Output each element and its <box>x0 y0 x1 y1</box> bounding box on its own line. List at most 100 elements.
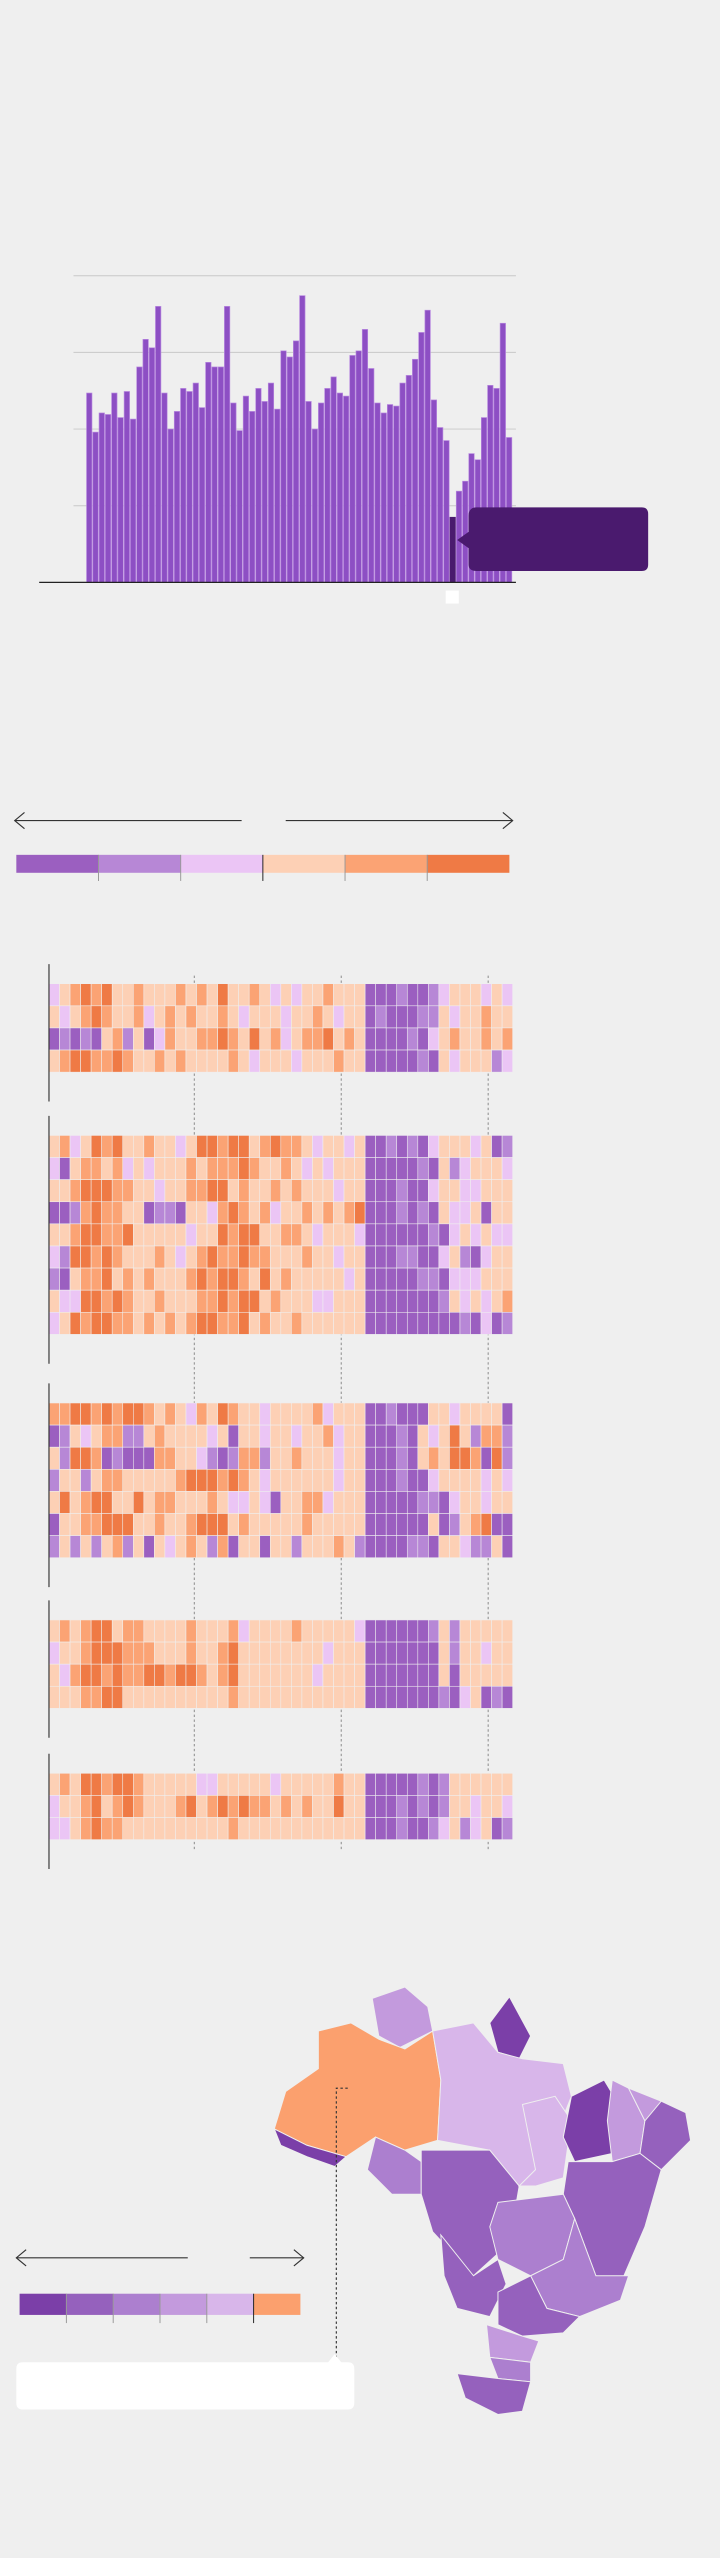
heat-cell <box>90 1027 102 1051</box>
heat-cell <box>459 1267 471 1291</box>
heat-cell <box>459 1157 471 1180</box>
heat-cell <box>396 983 408 1007</box>
heat-cell <box>343 1685 355 1709</box>
heat-cell <box>154 1311 166 1335</box>
heat-cell <box>111 1157 124 1180</box>
heat-cell <box>291 1424 303 1448</box>
heat-cell <box>269 1491 282 1514</box>
heat-cell <box>417 1685 429 1709</box>
heat-cell <box>175 1157 187 1180</box>
heat-cell <box>280 1267 292 1291</box>
heat-cell <box>301 1289 313 1313</box>
heat-cell <box>154 1157 166 1180</box>
heat-cell <box>238 1311 250 1335</box>
heat-cell <box>259 1513 271 1536</box>
heat-cell <box>438 1157 450 1180</box>
heat-cell <box>122 1663 134 1687</box>
heat-cell <box>375 1446 387 1470</box>
bar <box>380 412 387 583</box>
heat-cell <box>449 1223 461 1247</box>
heat-cell <box>333 1135 345 1158</box>
heat-cell <box>217 1795 229 1818</box>
heat-cell <box>343 1311 355 1335</box>
heat-cell <box>449 1535 461 1559</box>
region <box>518 2095 572 2187</box>
heat-cell <box>69 1179 81 1203</box>
heat-cell <box>480 1446 492 1470</box>
heat-cell <box>280 1402 292 1426</box>
heat-cell <box>333 1201 345 1225</box>
heat-cell <box>185 1491 197 1514</box>
heat-cell <box>375 1049 387 1073</box>
heat-cell <box>396 1223 408 1247</box>
heat-cell <box>406 1223 419 1247</box>
heat-cell <box>227 1223 239 1247</box>
heat-cell <box>259 1179 271 1203</box>
heat-cell <box>175 1424 187 1448</box>
heat-cell <box>196 1817 208 1840</box>
heat-cell <box>269 1773 282 1796</box>
heat-cell <box>291 1535 303 1559</box>
heat-cell <box>280 1685 292 1709</box>
heat-cell <box>175 1773 187 1796</box>
heat-cell <box>343 1027 355 1051</box>
heat-cell <box>312 1513 324 1536</box>
heat-cell <box>480 1201 492 1225</box>
heat-cell <box>406 1245 419 1269</box>
heat-cell <box>80 1641 92 1665</box>
heat-cell <box>501 1245 513 1269</box>
legend-swatch <box>262 854 346 873</box>
heat-cell <box>459 1685 471 1709</box>
heat-cell <box>227 1795 239 1818</box>
heat-cell <box>417 1223 429 1247</box>
heat-cell <box>90 1685 102 1709</box>
heat-cell <box>206 1513 218 1536</box>
heat-cell <box>132 1795 145 1818</box>
heat-cell <box>185 1535 197 1559</box>
heat-cell <box>449 1795 461 1818</box>
heat-cell <box>312 1491 324 1514</box>
heat-cell <box>175 1513 187 1536</box>
heat-cell <box>406 1135 419 1158</box>
heat-cell <box>269 1289 282 1313</box>
heat-cell <box>312 1267 324 1291</box>
heat-cell <box>301 1469 313 1492</box>
heat-cell <box>69 1535 81 1559</box>
heat-cell <box>175 1469 187 1492</box>
heat-cell <box>164 1446 176 1470</box>
heat-cell <box>143 1773 155 1796</box>
heat-cell <box>343 1773 355 1796</box>
heat-cell <box>501 1402 513 1426</box>
heat-cell <box>248 1267 261 1291</box>
heat-cell <box>143 1817 155 1840</box>
heat-cell <box>291 1641 303 1665</box>
heat-cell <box>90 1817 102 1840</box>
heat-cell <box>312 1424 324 1448</box>
heat-cell <box>501 1179 513 1203</box>
heat-cell <box>375 1267 387 1291</box>
heat-cell <box>375 1513 387 1536</box>
heat-cell <box>111 1179 124 1203</box>
heat-cell <box>143 1311 155 1335</box>
heat-cell <box>154 1223 166 1247</box>
heat-cell <box>354 1663 366 1687</box>
heat-cell <box>428 1469 440 1492</box>
heat-cell <box>364 1795 376 1818</box>
heat-cell <box>385 1817 398 1840</box>
heat-cell <box>59 1027 71 1051</box>
heat-cell <box>175 983 187 1007</box>
heat-cell <box>227 1773 239 1796</box>
heat-cell <box>417 1795 429 1818</box>
heat-cell <box>406 1619 419 1643</box>
heat-cell <box>301 1535 313 1559</box>
heat-cell <box>280 1027 292 1051</box>
heat-cell <box>343 1817 355 1840</box>
heat-cell <box>385 1027 398 1051</box>
heat-cell <box>59 1135 71 1158</box>
heat-cell <box>301 1223 313 1247</box>
heat-cell <box>122 1535 134 1559</box>
heat-cell <box>154 1641 166 1665</box>
heat-cell <box>470 1469 482 1492</box>
heat-cell <box>449 1817 461 1840</box>
heat-cell <box>217 1201 229 1225</box>
